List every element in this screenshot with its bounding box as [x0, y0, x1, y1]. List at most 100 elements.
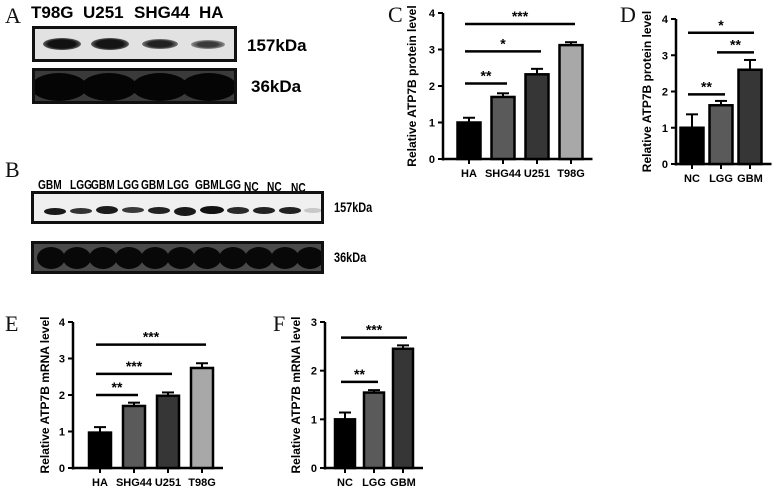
band: [43, 38, 81, 50]
blot-a-157kda: [32, 26, 237, 62]
significance-label: *: [500, 35, 506, 51]
panel-letter-d: D: [620, 2, 636, 27]
panel-letter-c: C: [388, 2, 403, 27]
bar: [558, 43, 584, 161]
y-tick-label: 4: [429, 8, 436, 20]
y-tick-label: 1: [662, 123, 668, 135]
band: [141, 247, 169, 269]
panel-letter-a: A: [5, 3, 21, 28]
band: [174, 207, 196, 216]
y-tick-label: 0: [662, 159, 668, 171]
band: [271, 247, 299, 269]
bar: [679, 126, 705, 166]
panel-letter-b: B: [5, 157, 20, 182]
blot-b-157kda: [31, 191, 324, 224]
bar-chart-e: 0 1 2 3 4 Relative ATP7B mRNA level HA SHG44 U25…: [38, 317, 223, 487]
significance-label: **: [354, 366, 365, 382]
significance-label: ***: [143, 329, 160, 345]
x-tick-label: GBM: [390, 477, 416, 487]
y-axis-label: Relative ATP7B protein level: [640, 11, 654, 172]
bar-chart-d: 0 1 2 3 4 Relative ATP7B protein level NC LGG GB…: [640, 11, 772, 185]
panel-letter-f: F: [273, 311, 286, 336]
lane-label: GBM: [38, 177, 62, 192]
bar-chart-c: 0 1 2 3 4 Relative ATP7B protein level HA SHG44…: [405, 5, 593, 180]
x-tick-label: LGG: [709, 173, 733, 185]
kda-label: 157kDa: [334, 199, 373, 215]
y-tick-label: 3: [311, 317, 317, 329]
y-tick-label: 1: [59, 427, 65, 439]
bar: [189, 366, 215, 470]
band: [279, 207, 301, 214]
significance-label: **: [481, 67, 492, 83]
band: [219, 247, 247, 269]
x-tick-label: HA: [92, 477, 108, 487]
blot-b-36kda: [31, 241, 324, 274]
y-axis-label: Relative ATP7B mRNA level: [289, 317, 303, 474]
bar: [333, 418, 357, 470]
bar: [121, 404, 147, 470]
significance-label: *: [718, 17, 724, 33]
y-axis-label: Relative ATP7B mRNA level: [38, 317, 52, 474]
y-tick-label: 3: [59, 354, 65, 366]
x-tick-label: SHG44: [485, 168, 522, 180]
lane-label: LGG: [117, 177, 139, 192]
y-tick-label: 3: [662, 50, 668, 62]
bar: [391, 347, 415, 470]
band: [63, 247, 91, 269]
y-tick-label: 2: [59, 390, 65, 402]
y-tick-label: 2: [311, 366, 317, 378]
band: [142, 39, 178, 49]
lane-label: GBM: [91, 177, 115, 192]
band: [227, 207, 249, 214]
band: [91, 38, 129, 50]
significance-label: ***: [512, 8, 529, 24]
y-tick-label: 1: [429, 118, 435, 130]
band: [200, 206, 224, 214]
x-tick-label: SHG44: [116, 477, 153, 487]
band: [245, 247, 273, 269]
x-tick-label: NC: [684, 173, 700, 185]
band: [96, 206, 118, 214]
bar: [737, 68, 763, 166]
bar: [708, 104, 734, 166]
y-tick-label: 2: [429, 81, 435, 93]
band: [191, 40, 225, 49]
band: [37, 247, 65, 269]
lane-label: NC: [244, 179, 259, 194]
y-tick-label: 1: [311, 414, 317, 426]
band: [35, 73, 87, 101]
band: [89, 247, 117, 269]
y-tick-label: 0: [59, 463, 65, 475]
significance-label: **: [701, 78, 712, 94]
bar: [456, 121, 482, 161]
band: [167, 247, 195, 269]
lane-label: LGG: [219, 177, 241, 192]
lane-label: SHG44: [134, 3, 190, 22]
band: [193, 247, 221, 269]
bar: [362, 391, 386, 470]
lane-label: U251: [83, 3, 124, 22]
blot-a-36kda: [32, 68, 237, 104]
kda-label: 157kDa: [247, 36, 307, 55]
band: [253, 207, 275, 214]
y-tick-label: 3: [429, 45, 435, 57]
band: [181, 73, 234, 101]
x-tick-label: T98G: [188, 477, 216, 487]
lane-label: NC: [267, 179, 282, 194]
x-tick-label: NC: [337, 477, 353, 487]
y-tick-label: 4: [662, 14, 669, 26]
x-tick-label: LGG: [362, 477, 386, 487]
y-tick-label: 0: [311, 463, 317, 475]
significance-label: **: [730, 36, 741, 52]
band: [296, 247, 321, 269]
lane-label: GBM: [141, 177, 165, 192]
bar: [87, 431, 113, 470]
band: [304, 208, 321, 213]
bar: [524, 73, 550, 161]
band: [122, 207, 144, 213]
lane-label: HA: [199, 3, 224, 22]
y-tick-label: 0: [429, 154, 435, 166]
kda-label: 36kDa: [251, 77, 302, 96]
y-axis-label: Relative ATP7B protein level: [405, 5, 419, 166]
